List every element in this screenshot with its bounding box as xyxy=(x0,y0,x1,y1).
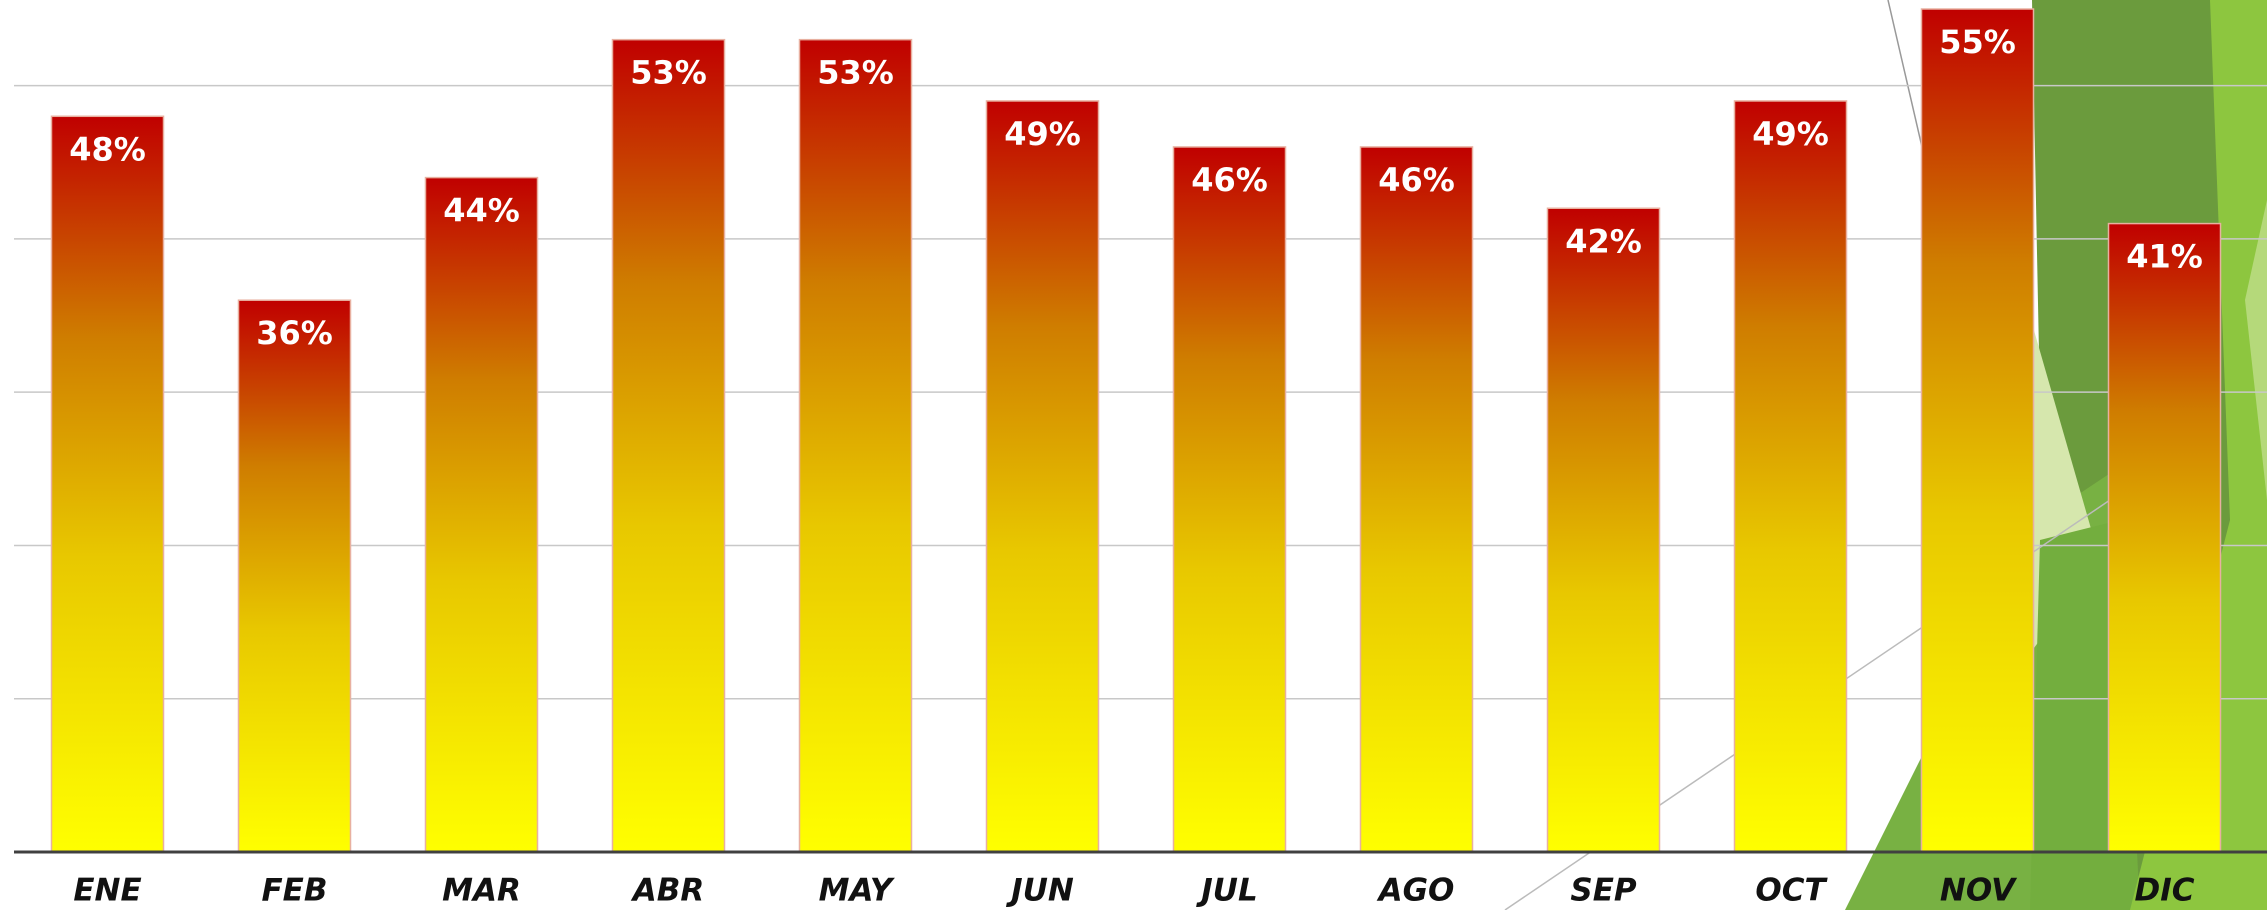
x-tick-label: DIC xyxy=(2134,873,2194,909)
bar xyxy=(1361,147,1473,852)
bar xyxy=(52,116,164,852)
bar xyxy=(2109,224,2221,852)
x-tick-label: NOV xyxy=(1940,873,2018,909)
data-label: 53% xyxy=(630,54,707,92)
bar xyxy=(613,40,725,852)
data-label: 49% xyxy=(1752,115,1829,153)
page: {"chart_data": {"type": "bar", "categori… xyxy=(0,0,2267,910)
data-label: 55% xyxy=(1939,23,2016,61)
x-tick-label: ENE xyxy=(73,873,141,909)
x-tick-label: MAR xyxy=(442,873,521,909)
bar xyxy=(1735,101,1847,852)
bar xyxy=(987,101,1099,852)
bar xyxy=(1174,147,1286,852)
data-label: 49% xyxy=(1004,115,1081,153)
x-tick-label: ABR xyxy=(630,873,705,909)
bars: 48% ENE 36% FEB 44% MAR 53% ABR 53% MAY 49% JUN 46% J… xyxy=(14,9,2267,909)
bar xyxy=(1548,208,1660,852)
x-tick-label: OCT xyxy=(1755,873,1828,909)
bar xyxy=(426,178,538,852)
data-label: 44% xyxy=(443,192,520,230)
x-tick-label: MAY xyxy=(819,873,896,909)
x-tick-label: JUL xyxy=(1195,873,1257,909)
bar xyxy=(239,300,351,852)
x-tick-label: SEP xyxy=(1570,873,1637,909)
chart: 48% ENE 36% FEB 44% MAR 53% ABR 53% MAY 49% JUN 46% J… xyxy=(0,0,2267,910)
x-tick-label: FEB xyxy=(262,873,328,909)
data-label: 46% xyxy=(1191,161,1268,199)
data-label: 42% xyxy=(1565,222,1642,260)
data-label: 48% xyxy=(69,130,146,168)
bar xyxy=(800,40,912,852)
data-label: 41% xyxy=(2126,238,2203,276)
data-label: 36% xyxy=(256,314,333,352)
x-tick-label: JUN xyxy=(1005,873,1074,909)
data-label: 46% xyxy=(1378,161,1455,199)
x-tick-label: AGO xyxy=(1376,873,1455,909)
bar xyxy=(1922,9,2034,852)
data-label: 53% xyxy=(817,54,894,92)
